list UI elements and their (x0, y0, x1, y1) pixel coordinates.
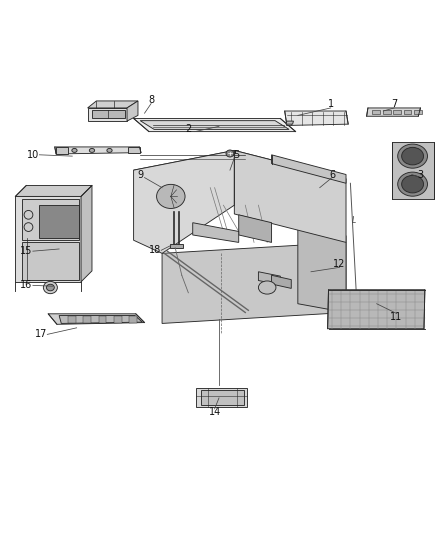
Polygon shape (114, 316, 122, 322)
Polygon shape (48, 314, 145, 324)
Text: L: L (352, 216, 356, 225)
Polygon shape (234, 150, 346, 243)
Ellipse shape (156, 184, 185, 208)
Ellipse shape (398, 144, 427, 168)
Text: 1: 1 (328, 100, 334, 109)
Text: 3: 3 (417, 169, 424, 180)
Text: 9: 9 (137, 169, 143, 180)
Polygon shape (15, 197, 81, 282)
Polygon shape (127, 101, 138, 121)
Ellipse shape (398, 172, 427, 196)
Polygon shape (129, 316, 137, 322)
Ellipse shape (72, 149, 77, 152)
Polygon shape (134, 150, 234, 253)
Polygon shape (92, 110, 125, 118)
Polygon shape (414, 110, 422, 114)
Polygon shape (272, 155, 346, 183)
Polygon shape (286, 121, 293, 124)
Polygon shape (258, 272, 280, 285)
Ellipse shape (46, 284, 54, 291)
Ellipse shape (89, 149, 95, 152)
Ellipse shape (402, 175, 424, 193)
Text: 15: 15 (20, 246, 32, 256)
Polygon shape (56, 147, 68, 154)
Polygon shape (201, 390, 244, 405)
Polygon shape (15, 185, 92, 197)
Polygon shape (140, 120, 289, 130)
Polygon shape (39, 205, 79, 238)
Polygon shape (170, 244, 183, 248)
Polygon shape (403, 110, 411, 114)
Polygon shape (372, 110, 380, 114)
Polygon shape (134, 150, 346, 199)
Polygon shape (22, 199, 79, 240)
Ellipse shape (258, 281, 276, 294)
Polygon shape (81, 185, 92, 282)
Text: 7: 7 (391, 100, 397, 109)
Polygon shape (59, 316, 142, 324)
Polygon shape (328, 290, 425, 329)
Text: 8: 8 (148, 95, 154, 105)
Ellipse shape (402, 147, 424, 165)
Polygon shape (367, 108, 420, 116)
Ellipse shape (107, 149, 112, 152)
Polygon shape (298, 225, 346, 312)
Polygon shape (285, 111, 348, 125)
Text: 12: 12 (333, 260, 346, 269)
Text: 14: 14 (208, 407, 221, 417)
Polygon shape (272, 275, 291, 288)
Polygon shape (55, 147, 141, 154)
Polygon shape (68, 316, 76, 322)
Text: 16: 16 (20, 280, 32, 290)
Ellipse shape (412, 157, 429, 171)
Polygon shape (83, 316, 91, 322)
Polygon shape (392, 142, 434, 199)
Polygon shape (134, 118, 296, 132)
Polygon shape (88, 101, 138, 108)
Text: 11: 11 (390, 312, 403, 322)
Polygon shape (128, 147, 140, 154)
Polygon shape (193, 223, 239, 243)
Polygon shape (196, 388, 247, 407)
Ellipse shape (409, 154, 432, 173)
Ellipse shape (226, 150, 234, 157)
Ellipse shape (43, 281, 57, 294)
Text: 18: 18 (149, 245, 162, 255)
Polygon shape (393, 110, 401, 114)
Polygon shape (162, 243, 346, 324)
Text: 6: 6 (330, 169, 336, 180)
Polygon shape (239, 215, 272, 243)
Polygon shape (22, 243, 79, 280)
Text: 17: 17 (35, 329, 48, 340)
Ellipse shape (417, 160, 424, 167)
Text: 2: 2 (185, 124, 191, 134)
Polygon shape (383, 110, 391, 114)
Text: 10: 10 (27, 150, 39, 160)
Polygon shape (99, 316, 106, 322)
Text: 5: 5 (233, 150, 240, 160)
Polygon shape (88, 108, 127, 121)
